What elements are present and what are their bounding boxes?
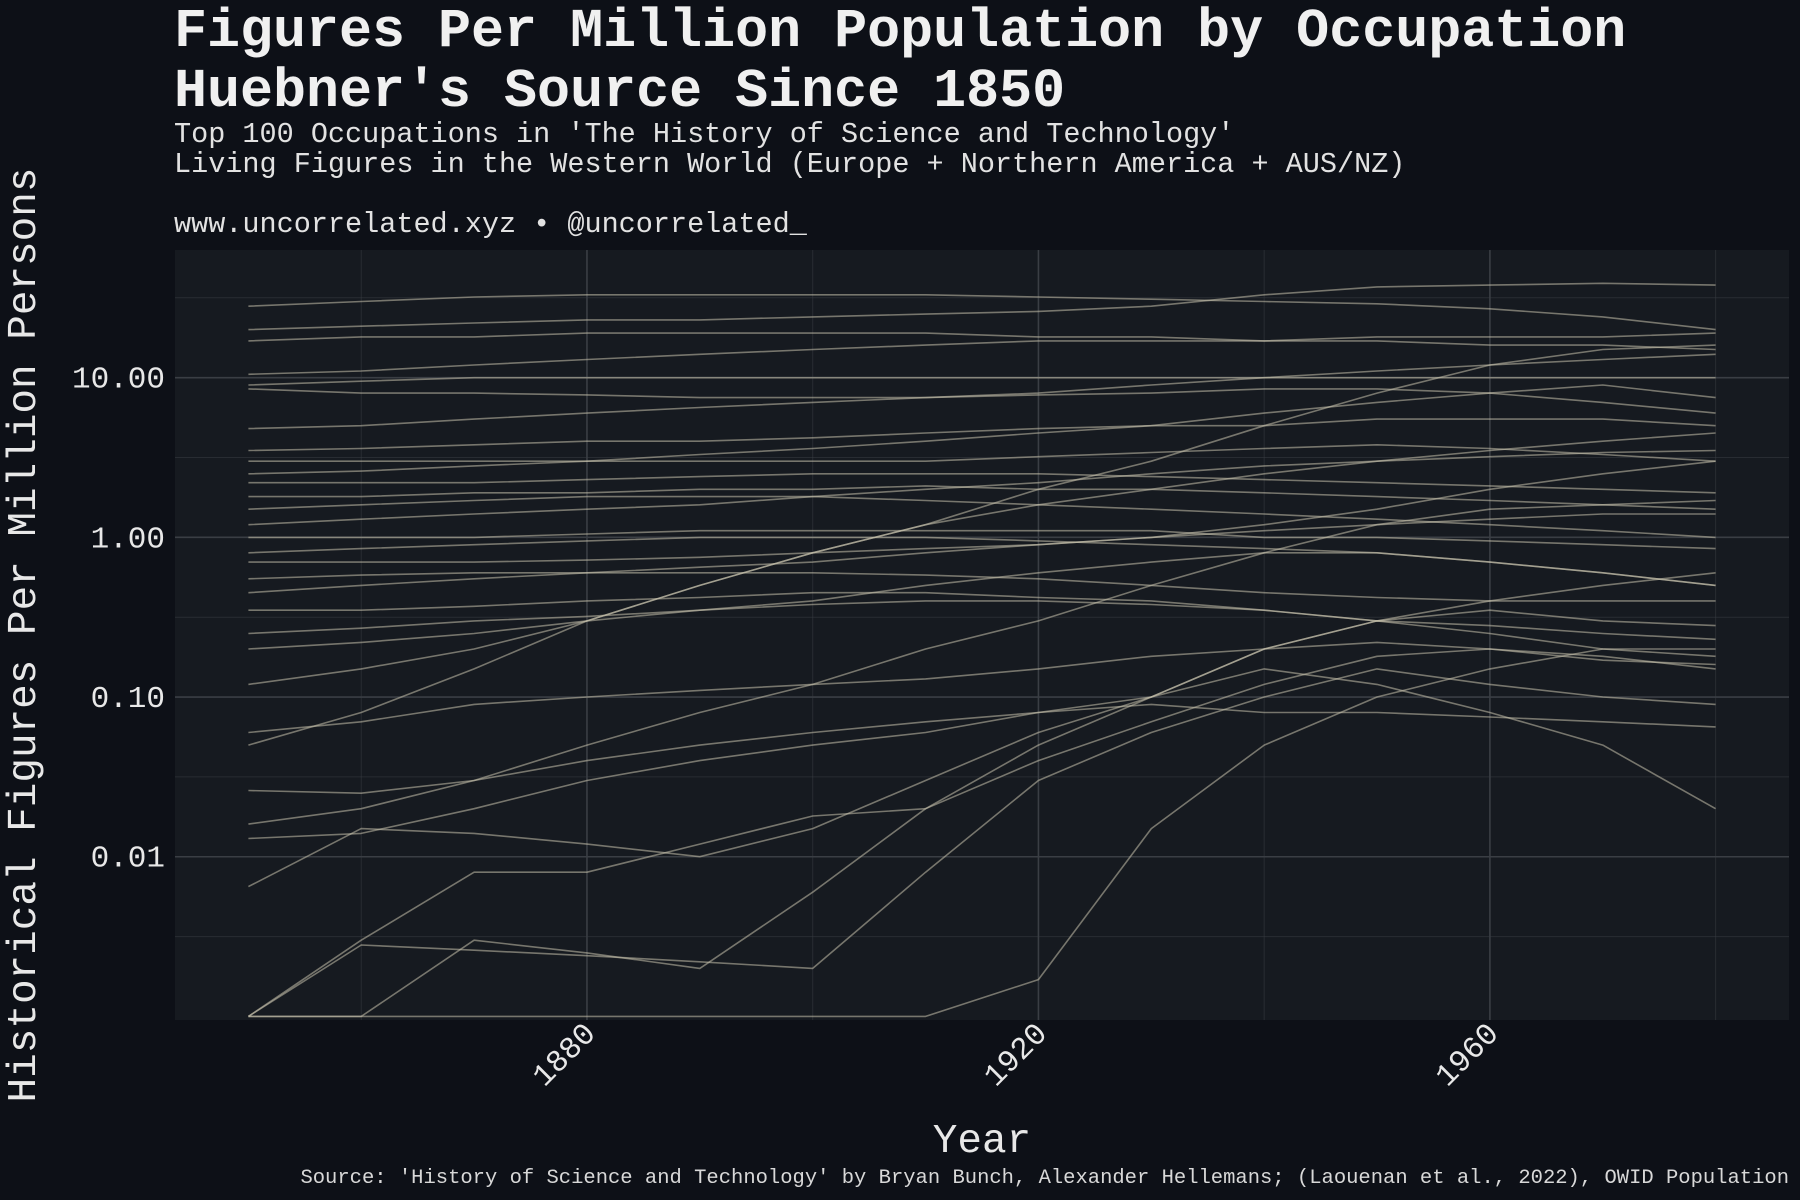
series-line-7 bbox=[248, 353, 1716, 430]
series-line-4 bbox=[248, 332, 1716, 376]
series-line-10 bbox=[248, 384, 1716, 475]
series-line-8 bbox=[248, 418, 1716, 452]
y-tick-label: 0.10 bbox=[91, 682, 165, 717]
series-line-1 bbox=[248, 293, 1716, 331]
chart-credit: www.uncorrelated.xyz • @uncorrelated_ bbox=[174, 208, 807, 241]
y-axis-title: Historical Figures Per Million Persons bbox=[2, 167, 48, 1103]
series-line-6 bbox=[248, 388, 1716, 414]
series-line-23 bbox=[248, 432, 1716, 686]
series-line-32 bbox=[248, 648, 1716, 1018]
series-line-28 bbox=[248, 668, 1716, 840]
series-line-30 bbox=[247, 648, 1716, 1018]
series-line-15 bbox=[248, 529, 1716, 550]
y-tick-label: 1.00 bbox=[91, 522, 165, 557]
chart-title-line-1: Figures Per Million Population by Occupa… bbox=[174, 0, 1627, 63]
chart-subtitle-line-2: Living Figures in the Western World (Eur… bbox=[174, 148, 1406, 181]
series-line-14 bbox=[248, 449, 1716, 526]
x-tick-label: 1920 bbox=[978, 1017, 1055, 1094]
series-line-29 bbox=[248, 572, 1716, 888]
series-line-26 bbox=[248, 703, 1716, 795]
chart-title-line-2: Huebner's Source Since 1850 bbox=[174, 60, 1066, 123]
x-tick-label: 1880 bbox=[527, 1017, 604, 1094]
y-tick-label: 10.00 bbox=[72, 363, 165, 398]
series-line-24 bbox=[248, 641, 1716, 734]
series-line-13 bbox=[248, 495, 1716, 539]
x-axis-title: Year bbox=[932, 1119, 1032, 1165]
series-line-11 bbox=[248, 472, 1716, 494]
y-tick-label: 0.01 bbox=[91, 842, 165, 877]
x-axis-ticks: 1880 1920 1960 bbox=[527, 1017, 1507, 1094]
series-line-18 bbox=[248, 571, 1716, 602]
series-line-31 bbox=[248, 609, 1716, 1018]
series-line-20 bbox=[248, 591, 1716, 641]
series-line-9 bbox=[248, 443, 1716, 463]
chart-caption: Source: 'History of Science and Technolo… bbox=[300, 1167, 1789, 1190]
x-tick-label: 1960 bbox=[1430, 1017, 1507, 1094]
chart-subtitle-line-1: Top 100 Occupations in 'The History of S… bbox=[174, 118, 1235, 151]
series-line-2 bbox=[248, 282, 1716, 331]
series-line-33 bbox=[247, 668, 1716, 1018]
series-line-19 bbox=[248, 460, 1716, 594]
series-line-17 bbox=[248, 513, 1716, 563]
series-line-27 bbox=[248, 499, 1716, 825]
series-line-21 bbox=[248, 600, 1716, 658]
series-line-5 bbox=[248, 376, 1716, 386]
series-line-3 bbox=[248, 332, 1716, 351]
series-line-25 bbox=[248, 344, 1716, 746]
series-line-12 bbox=[248, 485, 1716, 510]
series-lines bbox=[247, 282, 1716, 1018]
y-axis-ticks: 10.00 1.00 0.10 0.01 bbox=[72, 363, 165, 877]
series-line-22 bbox=[248, 551, 1716, 650]
